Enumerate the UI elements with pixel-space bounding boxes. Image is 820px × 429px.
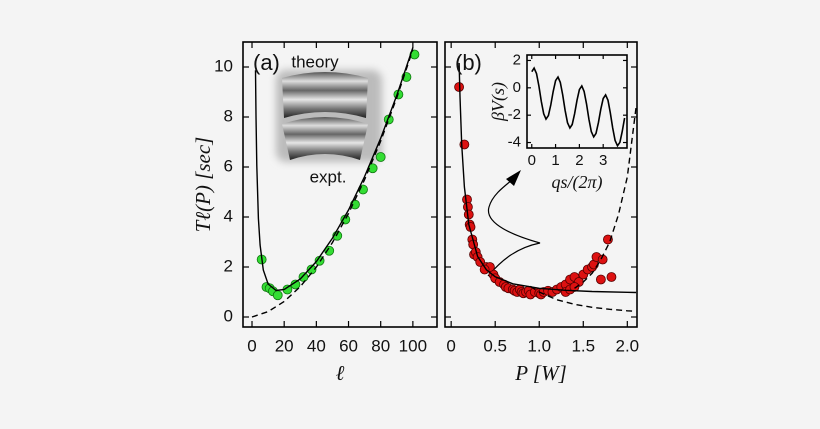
x-tick-label: 80 [371, 336, 390, 355]
axes-frame [444, 41, 638, 328]
x-tick-label: 40 [307, 336, 326, 355]
y-tick-label: -2 [508, 106, 521, 123]
x-axis-label: qs/(2π) [551, 172, 602, 193]
x-axis-label: P [W] [514, 361, 567, 385]
y-tick-label: 6 [224, 156, 233, 175]
y-tick-label: -4 [508, 133, 521, 150]
plot-area [454, 62, 637, 312]
curve [574, 106, 637, 289]
data-point [324, 245, 335, 256]
data-point [606, 272, 617, 282]
y-tick-label: 2 [224, 256, 233, 275]
x-tick-label: 60 [339, 336, 358, 355]
theory-image [282, 72, 368, 118]
y-tick-label: 4 [224, 206, 233, 225]
y-tick-label: 8 [224, 106, 233, 125]
plot-area [531, 66, 626, 148]
data-point [479, 264, 490, 275]
plot-area [251, 47, 420, 318]
data-point [569, 282, 580, 292]
curve [251, 49, 414, 318]
x-tick-label: 0 [528, 152, 536, 169]
panel: 0 1 2 320-2-4qs/(2π)βV(s) [488, 51, 628, 193]
expt-image [282, 117, 368, 160]
panel-label: (b) [455, 50, 482, 75]
data-point [603, 234, 613, 245]
data-point [272, 290, 283, 301]
axes-frame [526, 54, 628, 149]
x-tick-label: 1.5 [571, 336, 595, 355]
x-tick-label: 100 [399, 336, 427, 355]
data-point [298, 272, 309, 282]
x-tick-label: 0 [446, 336, 455, 355]
schematic-arrow [487, 170, 541, 277]
curve [531, 66, 626, 148]
inset-images [276, 70, 382, 162]
potential-sketch [487, 179, 541, 277]
y-tick-label: 10 [214, 56, 233, 75]
y-axis-label: βV(s) [488, 82, 509, 122]
panel: 0 20 40 60 80 100 0 2 4 6 8 10 (a) ℓ Tℓ(P) [sec] theory… [191, 41, 438, 385]
data-point [463, 209, 474, 220]
x-tick-label: 2.0 [615, 336, 639, 355]
x-tick-label: 2 [575, 152, 583, 169]
y-tick-label: 0 [224, 306, 233, 325]
annotation: theory [291, 52, 339, 71]
y-axis-label: Tℓ(P) [sec] [191, 137, 215, 233]
data-point [595, 274, 606, 285]
y-tick-label: 0 [513, 79, 521, 96]
axes-frame [242, 41, 438, 328]
x-axis-label: ℓ [336, 361, 345, 385]
panel-label: (a) [253, 50, 280, 75]
curve [458, 62, 637, 294]
data-point [375, 152, 386, 162]
x-tick-label: 0.5 [483, 336, 507, 355]
arrow-head [506, 170, 521, 186]
x-tick-label: 20 [275, 336, 294, 355]
x-tick-label: 1.0 [527, 336, 551, 355]
curve [254, 47, 414, 292]
x-tick-label: 1 [551, 152, 559, 169]
curve [530, 285, 637, 312]
annotation: expt. [310, 167, 347, 186]
y-tick-label: 2 [513, 51, 521, 68]
panel: 0 0.5 1.0 1.5 2.0 (b) P [W] [444, 41, 639, 385]
x-tick-label: 3 [599, 152, 607, 169]
x-tick-label: 0 [247, 336, 256, 355]
